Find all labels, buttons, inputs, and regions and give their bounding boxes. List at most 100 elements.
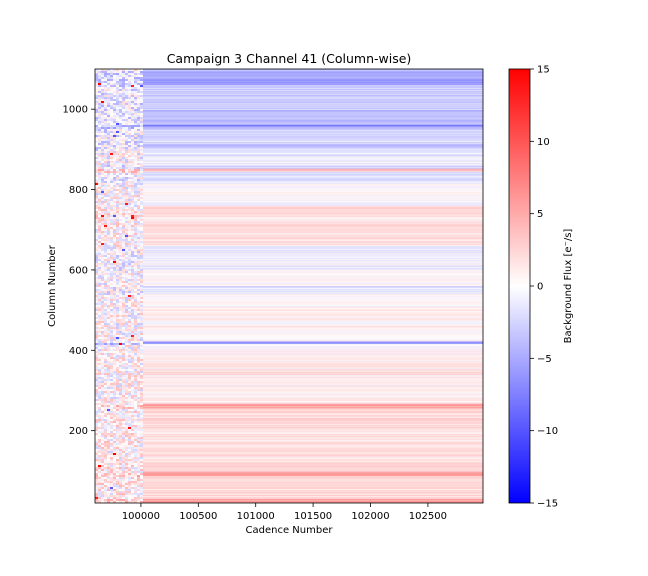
- heatmap-cell: [107, 307, 110, 309]
- heatmap-cell: [125, 349, 128, 351]
- heatmap-cell: [128, 307, 131, 309]
- heatmap-cell: [110, 235, 113, 237]
- x-axis-label: Cadence Number: [246, 525, 334, 536]
- heatmap-cell: [107, 317, 110, 319]
- heatmap-stripe: [140, 159, 483, 160]
- heatmap-cell: [128, 325, 131, 327]
- heatmap-cell: [119, 129, 122, 131]
- heatmap-cell: [122, 227, 125, 229]
- heatmap-cell: [101, 343, 104, 345]
- heatmap-cell: [101, 149, 104, 151]
- heatmap-cell: [131, 207, 134, 209]
- heatmap-cell: [104, 345, 107, 347]
- heatmap-cell: [128, 451, 131, 453]
- heatmap-cell: [110, 189, 113, 191]
- heatmap-cell: [137, 69, 140, 71]
- heatmap-cell: [95, 141, 98, 143]
- heatmap-cell: [101, 403, 104, 405]
- heatmap-cell: [110, 211, 113, 213]
- heatmap-cell: [101, 443, 104, 445]
- heatmap-cell: [131, 451, 134, 453]
- heatmap-cell: [110, 101, 113, 103]
- heatmap-cell: [116, 403, 119, 405]
- heatmap-cell: [98, 357, 101, 359]
- heatmap-cell: [95, 209, 98, 211]
- heatmap-cell: [98, 319, 101, 321]
- heatmap-stripe: [140, 466, 483, 468]
- heatmap-cell: [107, 475, 110, 477]
- heatmap-cell: [131, 375, 134, 377]
- heatmap-cell: [140, 97, 143, 99]
- heatmap-cell: [119, 69, 122, 71]
- heatmap-cell: [137, 199, 140, 201]
- heatmap-cell: [137, 469, 140, 471]
- heatmap-cell: [101, 185, 104, 187]
- heatmap-cell: [113, 361, 116, 363]
- heatmap-cell: [134, 349, 137, 351]
- heatmap-cell: [119, 139, 122, 141]
- heatmap-stripe: [140, 355, 483, 357]
- heatmap-cell: [128, 423, 131, 425]
- heatmap-cell: [107, 497, 110, 499]
- heatmap-cell: [110, 157, 113, 159]
- heatmap-cell: [128, 297, 131, 299]
- heatmap-cell: [98, 389, 101, 391]
- heatmap-cell: [116, 391, 119, 393]
- heatmap-cell: [107, 379, 110, 381]
- heatmap-cell: [137, 173, 140, 175]
- heatmap-cell: [140, 125, 143, 127]
- heatmap-cell: [128, 405, 131, 407]
- heatmap-cell: [137, 225, 140, 227]
- heatmap-cell: [104, 275, 107, 277]
- heatmap-cell: [116, 227, 119, 229]
- heatmap-cell: [104, 297, 107, 299]
- heatmap-stripe: [140, 152, 483, 154]
- heatmap-cell: [101, 319, 104, 321]
- heatmap-cell: [95, 255, 98, 257]
- heatmap-cell: [110, 485, 113, 487]
- heatmap-cell: [116, 449, 119, 451]
- heatmap-cell: [137, 143, 140, 145]
- heatmap-cell: [137, 481, 140, 483]
- heatmap-cell: [113, 221, 116, 223]
- heatmap-cell: [134, 499, 137, 501]
- heatmap-cell: [113, 267, 116, 269]
- heatmap-cell: [110, 223, 113, 225]
- heatmap-cell: [98, 255, 101, 257]
- heatmap-cell: [137, 193, 140, 195]
- heatmap-cell: [122, 69, 125, 71]
- heatmap-cell: [107, 293, 110, 295]
- heatmap-stripe: [140, 329, 483, 331]
- heatmap-cell: [137, 281, 140, 283]
- heatmap-cell: [116, 75, 119, 77]
- heatmap-cell: [137, 473, 140, 475]
- heatmap-cell: [116, 357, 119, 359]
- heatmap-cell: [98, 461, 101, 463]
- heatmap-cell: [128, 201, 131, 203]
- heatmap-cell: [101, 217, 104, 219]
- heatmap-cell: [107, 203, 110, 205]
- heatmap-cell: [107, 385, 110, 387]
- heatmap-cell: [140, 257, 143, 259]
- heatmap-cell: [110, 435, 113, 437]
- heatmap-cell: [116, 217, 119, 219]
- heatmap-cell: [128, 81, 131, 83]
- heatmap-cell: [140, 191, 143, 193]
- heatmap-cell: [134, 223, 137, 225]
- heatmap-cell: [137, 327, 140, 329]
- heatmap-cell: [140, 227, 143, 229]
- heatmap-cell: [122, 385, 125, 387]
- heatmap-cell: [137, 357, 140, 359]
- heatmap-cell: [104, 355, 107, 357]
- heatmap-cell: [137, 79, 140, 81]
- heatmap-cell: [113, 355, 116, 357]
- heatmap-cell: [131, 307, 134, 309]
- heatmap-cell: [128, 371, 131, 373]
- heatmap-cell: [98, 161, 101, 163]
- heatmap-cell: [107, 201, 110, 203]
- heatmap-cell: [137, 439, 140, 441]
- heatmap-cell: [116, 469, 119, 471]
- heatmap-cell: [98, 237, 101, 239]
- heatmap-cell: [140, 359, 143, 361]
- heatmap-cell: [122, 273, 125, 275]
